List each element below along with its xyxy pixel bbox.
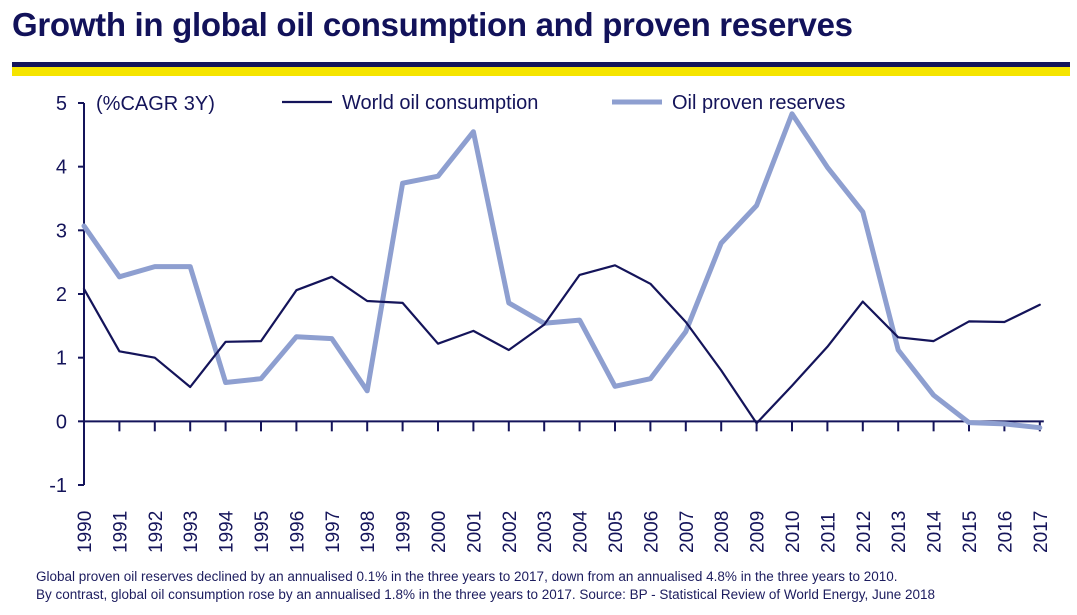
legend-label-reserves: Oil proven reserves [672, 92, 845, 114]
y-tick-label: -1 [49, 475, 67, 497]
x-tick-label: 2010 [783, 511, 804, 553]
series-line-reserves [81, 111, 1043, 431]
x-tick-label: 2003 [535, 511, 556, 553]
footer-line-2: By contrast, global oil consumption rose… [36, 587, 936, 602]
x-tick-label: 2014 [925, 510, 946, 553]
y-tick-label: 3 [56, 220, 67, 242]
x-tick-label: 1997 [323, 511, 344, 553]
legend-label-consumption: World oil consumption [342, 92, 538, 114]
x-tick-label: 1994 [217, 510, 238, 553]
y-tick-label: 0 [56, 411, 67, 433]
chart-legend: World oil consumption Oil proven reserves [282, 92, 845, 114]
x-tick-label: 2008 [712, 511, 733, 553]
x-tick-label: 2007 [677, 511, 698, 553]
x-tick-label: 2000 [429, 511, 450, 553]
x-tick-label: 1998 [358, 511, 379, 553]
x-tick-label: 2006 [641, 511, 662, 553]
page-title: Growth in global oil consumption and pro… [12, 6, 853, 43]
x-tick-label: 1999 [394, 511, 415, 553]
x-tick-label: 2011 [818, 512, 839, 553]
x-tick-label: 2001 [464, 511, 485, 553]
unit-label: (%CAGR 3Y) [96, 93, 215, 115]
y-tick-label: 5 [56, 93, 67, 115]
x-tick-label: 2013 [889, 511, 910, 553]
x-tick-label: 2017 [1031, 511, 1052, 553]
x-tick-label: 1993 [181, 511, 202, 553]
x-tick-label: 1991 [110, 511, 131, 553]
x-tick-label: 2002 [500, 511, 521, 553]
chart-lines [81, 111, 1043, 431]
title-underline-yellow [12, 67, 1070, 76]
y-tick-label: 1 [56, 348, 67, 370]
x-tick-label: 1996 [287, 511, 308, 553]
series-line-consumption [82, 264, 1041, 425]
footer-line-1: Global proven oil reserves declined by a… [36, 569, 898, 584]
footer-notes: Global proven oil reserves declined by a… [36, 568, 935, 604]
x-tick-label: 2009 [748, 511, 769, 553]
title-underline-navy [12, 62, 1070, 67]
y-tick-label: 2 [56, 284, 67, 306]
y-tick-label: 4 [56, 157, 67, 179]
x-tick-label: 2005 [606, 511, 627, 553]
x-tick-label: 2004 [571, 510, 592, 553]
x-tick-label: 1995 [252, 511, 273, 553]
x-tick-label: 2015 [960, 511, 981, 553]
x-tick-label: 2012 [854, 511, 875, 553]
x-tick-label: 2016 [995, 511, 1016, 553]
x-tick-label: 1992 [146, 511, 167, 553]
x-tick-label: 1990 [75, 511, 96, 553]
chart-axes: -1 0 1 2 3 4 5 1990 1991 1992 1993 1994 1995 1996 1997… [49, 93, 1052, 553]
